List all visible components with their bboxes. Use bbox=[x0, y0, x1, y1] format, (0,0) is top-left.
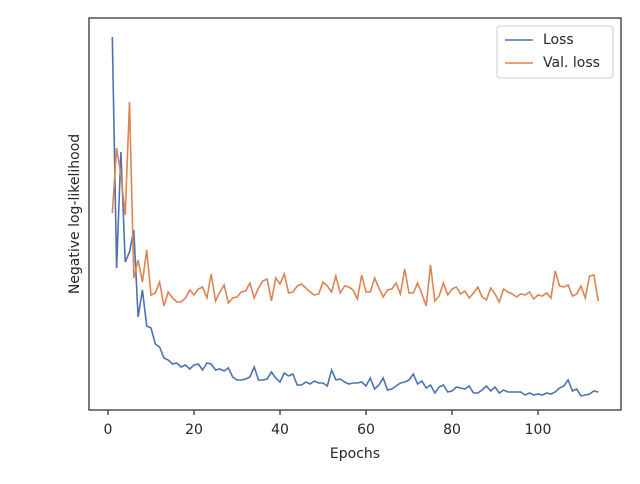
legend-box bbox=[496, 25, 614, 79]
x-tick-label: 100 bbox=[525, 422, 552, 438]
x-tick-label: 40 bbox=[271, 422, 289, 438]
x-tick-label: 20 bbox=[185, 422, 203, 438]
y-axis-label: Negative log-likelihood bbox=[67, 134, 83, 294]
line-series bbox=[111, 101, 599, 307]
line-series bbox=[111, 36, 599, 397]
x-tick-label: 80 bbox=[443, 422, 461, 438]
x-tick-label: 0 bbox=[104, 422, 113, 438]
plot-frame bbox=[88, 17, 622, 411]
legend-label: Val. loss bbox=[543, 55, 600, 71]
x-axis-label: Epochs bbox=[330, 446, 380, 462]
legend-label: Loss bbox=[543, 32, 574, 48]
x-tick-label: 60 bbox=[357, 422, 375, 438]
